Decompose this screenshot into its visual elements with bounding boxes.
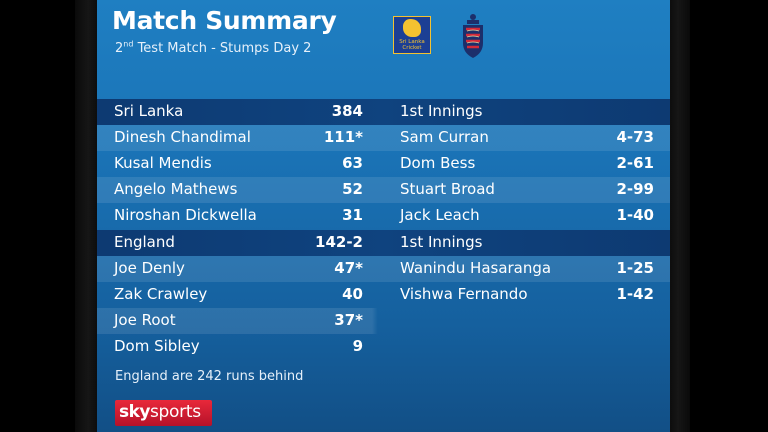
runs-behind-note: England are 242 runs behind <box>115 369 304 384</box>
team-name: England <box>114 233 175 251</box>
bowling-figures: 2-61 <box>616 154 654 172</box>
innings-label: 1st Innings <box>400 233 483 251</box>
lion-icon <box>403 19 421 37</box>
page-title: Match Summary <box>112 6 337 35</box>
scorecard-row: Dom Sibley 9 <box>97 334 670 360</box>
team-name: Sri Lanka <box>114 102 184 120</box>
scorecard-row: Angelo Mathews 52 Stuart Broad 2-99 <box>97 177 670 203</box>
bowler-name: Dom Bess <box>400 154 476 172</box>
batting-score: 40 <box>342 285 363 303</box>
bowling-figures: 2-99 <box>616 180 654 198</box>
scorecard-row: Dinesh Chandimal 111* Sam Curran 4-73 <box>97 125 670 151</box>
batsman-name: Niroshan Dickwella <box>114 206 257 224</box>
bowling-figures: 1-25 <box>616 259 654 277</box>
bowling-figures: 1-40 <box>616 206 654 224</box>
batsman-name: Kusal Mendis <box>114 154 212 172</box>
batting-score: 52 <box>342 180 363 198</box>
batting-score: 37* <box>334 311 363 329</box>
sky-wordmark: sky <box>119 402 151 422</box>
batting-score: 47* <box>334 259 363 277</box>
team-total: 142-2 <box>315 233 363 251</box>
batsman-name: Dom Sibley <box>114 337 200 355</box>
bowling-figures: 1-42 <box>616 285 654 303</box>
logo-text-line1: Sri Lanka <box>399 39 425 45</box>
bowler-name: Jack Leach <box>400 206 480 224</box>
innings-label: 1st Innings <box>400 102 483 120</box>
batsman-name: Joe Denly <box>114 259 185 277</box>
right-frame-edge <box>670 0 690 432</box>
summary-panel <box>97 0 670 432</box>
scorecard-row: Joe Denly 47* Wanindu Hasaranga 1-25 <box>97 256 670 282</box>
team-total: 384 <box>331 102 363 120</box>
innings-header-row: England 142-2 1st Innings <box>97 230 670 256</box>
batsman-name: Angelo Mathews <box>114 180 238 198</box>
sports-wordmark: sports <box>150 402 201 422</box>
bowler-name: Wanindu Hasaranga <box>400 259 552 277</box>
left-frame-edge <box>75 0 97 432</box>
england-cricket-logo <box>463 14 483 58</box>
sri-lanka-cricket-logo: Sri Lanka Cricket <box>393 16 431 54</box>
scorecard-row: Zak Crawley 40 Vishwa Fernando 1-42 <box>97 282 670 308</box>
logo-text-line2: Cricket <box>402 45 422 51</box>
bowler-name: Stuart Broad <box>400 180 495 198</box>
batting-score: 9 <box>352 337 363 355</box>
batting-score: 111* <box>323 128 363 146</box>
sky-sports-logo: sky sports <box>115 400 212 426</box>
batsman-name: Joe Root <box>114 311 176 329</box>
batting-score: 63 <box>342 154 363 172</box>
batsman-name: Zak Crawley <box>114 285 208 303</box>
scorecard-row: Kusal Mendis 63 Dom Bess 2-61 <box>97 151 670 177</box>
bowling-figures: 4-73 <box>616 128 654 146</box>
bowler-name: Sam Curran <box>400 128 489 146</box>
scorecard-row: Niroshan Dickwella 31 Jack Leach 1-40 <box>97 203 670 229</box>
subtitle: 2nd Test Match - Stumps Day 2 <box>115 39 312 56</box>
batsman-name: Dinesh Chandimal <box>114 128 251 146</box>
scorecard-row: Joe Root 37* <box>97 308 670 334</box>
batting-score: 31 <box>342 206 363 224</box>
innings-header-row: Sri Lanka 384 1st Innings <box>97 99 670 125</box>
bowler-name: Vishwa Fernando <box>400 285 528 303</box>
